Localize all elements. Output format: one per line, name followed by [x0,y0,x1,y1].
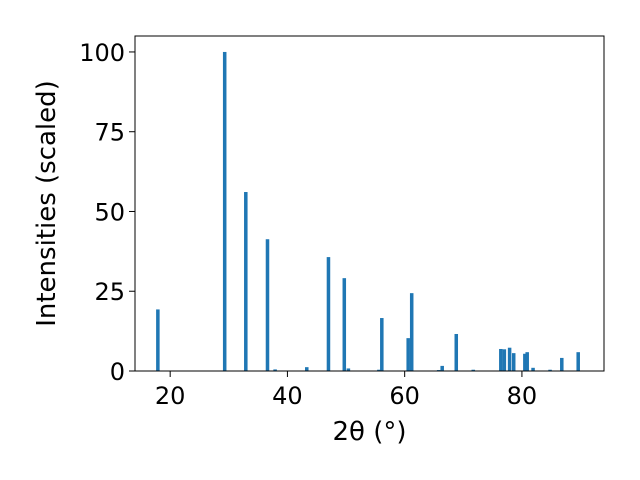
bar [305,367,309,371]
bars-group [156,51,580,371]
bar [346,368,351,371]
y-tick-label: 100 [79,39,125,67]
bar [525,352,529,371]
bar [471,369,476,371]
bar [560,357,564,371]
bar [222,51,227,371]
y-tick-label: 0 [110,358,125,386]
y-tick-label: 25 [94,278,125,306]
y-axis-label: Intensities (scaled) [32,80,62,327]
y-tick-label: 50 [94,198,125,226]
bar [409,293,414,371]
x-tick-label: 40 [272,382,303,410]
bar [531,367,535,371]
y-tick-label: 75 [94,119,125,147]
bar [380,318,384,371]
bar [499,348,503,371]
x-tick-label: 80 [507,382,538,410]
x-axis-ticks: 20 40 60 80 [155,371,537,410]
bar [244,192,248,371]
bar [511,353,516,371]
bar [576,352,580,371]
bar [454,333,459,371]
bar [548,369,552,371]
bar [377,369,381,371]
bar [502,349,507,371]
bar [326,257,331,371]
x-tick-label: 20 [155,382,186,410]
y-axis-ticks: 0 25 50 75 100 [79,39,135,386]
plot-frame [134,35,605,372]
x-axis-label: 2θ (°) [332,417,406,447]
bar [440,365,444,371]
bar [406,338,410,371]
bar [523,353,527,371]
bar [273,369,277,371]
bar [342,278,347,371]
bar [507,347,512,371]
x-tick-label: 60 [389,382,420,410]
bar [265,239,270,371]
bar [156,309,160,371]
